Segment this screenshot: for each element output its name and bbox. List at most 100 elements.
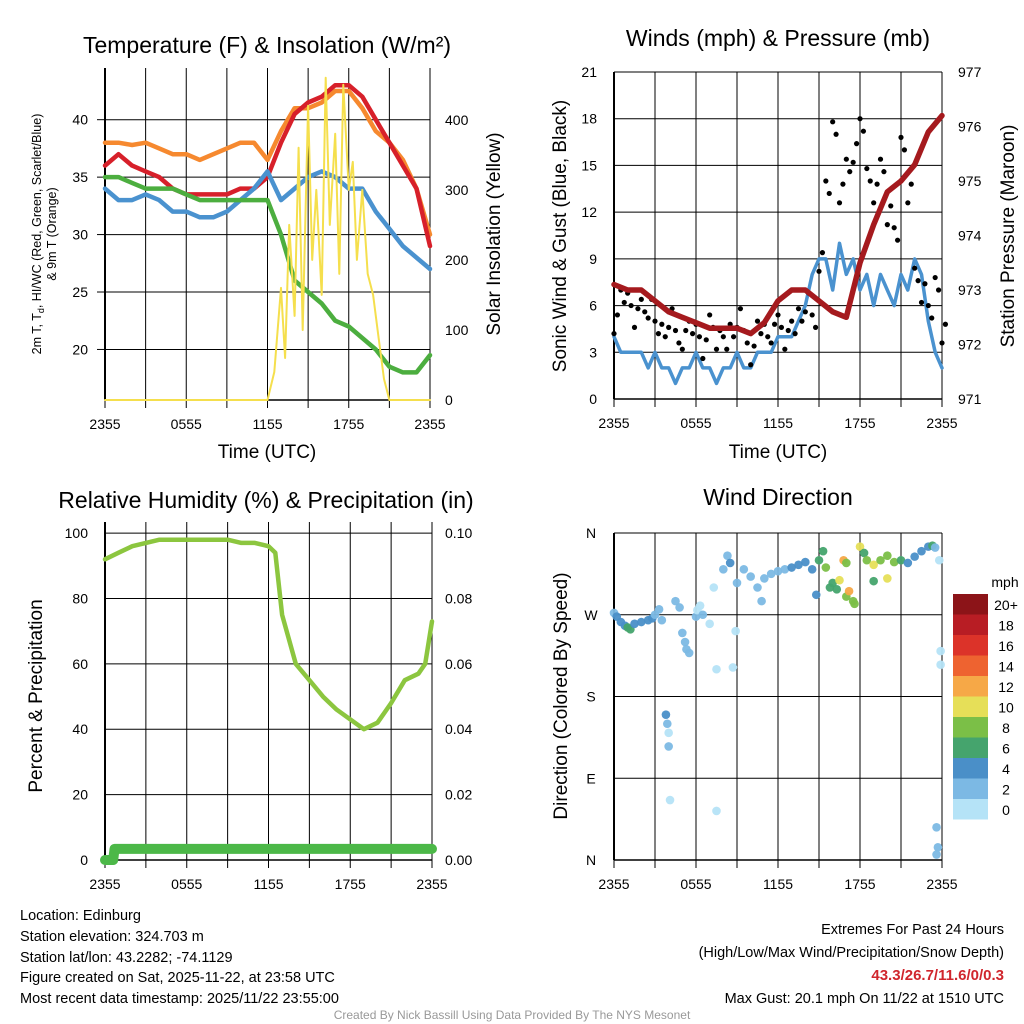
wind-direction-point bbox=[903, 558, 913, 568]
gust-point bbox=[939, 340, 945, 346]
gust-point bbox=[812, 324, 819, 330]
temperature-chart-title: Temperature (F) & Insolation (W/m²) bbox=[83, 32, 451, 58]
gust-point bbox=[720, 334, 726, 340]
gust-point bbox=[935, 287, 942, 293]
gust-point bbox=[689, 331, 696, 337]
wind-direction-point bbox=[661, 710, 671, 719]
gust-point bbox=[758, 331, 764, 337]
series-line-2m-t bbox=[102, 82, 433, 249]
gust-point bbox=[754, 318, 761, 324]
gust-point bbox=[611, 331, 617, 337]
pressure-y-tick-label: 977 bbox=[958, 64, 982, 80]
gust-point bbox=[724, 346, 730, 352]
extremes-subtitle: (High/Low/Max Wind/Precipitation/Snow De… bbox=[699, 945, 1004, 961]
colorbar-swatch bbox=[953, 655, 988, 676]
series-line-hi-wc bbox=[102, 169, 433, 272]
colorbar-swatch bbox=[953, 717, 988, 738]
colorbar-label: 16 bbox=[998, 638, 1014, 654]
pressure-y-tick-label: 975 bbox=[958, 173, 982, 189]
winds-x-tick-label: 2355 bbox=[926, 415, 957, 431]
gust-point bbox=[782, 346, 788, 352]
colorbar-swatch bbox=[953, 696, 988, 717]
gust-point bbox=[809, 312, 815, 318]
wind-direction-point bbox=[732, 578, 742, 588]
wind-direction-point bbox=[811, 590, 821, 600]
winds-x-tick-label: 1155 bbox=[763, 415, 793, 431]
colorbar-label: 18 bbox=[998, 618, 1014, 634]
humidity-y-label: Percent & Precipitation bbox=[26, 599, 47, 792]
wind-direction-point bbox=[731, 626, 740, 636]
gust-point bbox=[737, 306, 744, 312]
wind-direction-point bbox=[637, 617, 646, 627]
wind-direction-point bbox=[723, 551, 732, 561]
precip-y-tick-label: 0.00 bbox=[445, 852, 472, 868]
gust-point bbox=[843, 156, 849, 162]
wind-direction-point bbox=[850, 599, 859, 609]
colorbar-swatch bbox=[953, 635, 988, 656]
gust-point bbox=[771, 321, 778, 327]
gust-point bbox=[847, 169, 853, 175]
gust-point bbox=[918, 299, 925, 306]
credit-text: Created By Nick Bassill Using Data Provi… bbox=[334, 1008, 691, 1022]
gust-point bbox=[659, 321, 665, 327]
wind-direction-point bbox=[832, 585, 842, 594]
wind-direction-point bbox=[818, 546, 828, 556]
gust-point bbox=[751, 343, 757, 349]
extremes-values: 43.3/26.7/11.6/0/0.3 bbox=[871, 967, 1004, 984]
gust-point bbox=[860, 128, 867, 134]
wind-direction-point bbox=[657, 615, 667, 625]
wind-direction-point bbox=[794, 560, 803, 570]
precip-y-tick-label: 0.06 bbox=[445, 656, 472, 672]
wind-direction-point bbox=[876, 555, 885, 565]
series-line-9m-t bbox=[102, 88, 433, 237]
precip-y-tick-label: 0.10 bbox=[445, 525, 472, 541]
gust-point bbox=[635, 306, 641, 312]
wind-direction-point bbox=[757, 596, 766, 606]
gust-point bbox=[652, 318, 658, 324]
wind-direction-point bbox=[654, 605, 664, 614]
gust-point bbox=[676, 340, 682, 346]
winds-x-tick-label: 2355 bbox=[598, 415, 629, 431]
temp-y-tick-label: 40 bbox=[72, 112, 88, 128]
gust-point bbox=[836, 200, 843, 206]
direction-y-label: Direction (Colored By Speed) bbox=[551, 572, 572, 819]
wind-direction-point bbox=[862, 555, 872, 565]
rh-y-tick-label: 20 bbox=[72, 787, 88, 803]
temperature-y-label-line2: & 9m T (Orange) bbox=[45, 187, 59, 280]
temp-x-tick-label: 2355 bbox=[414, 416, 445, 432]
wind-direction-point bbox=[739, 565, 749, 574]
wind-direction-point bbox=[678, 628, 687, 638]
gust-point bbox=[819, 250, 826, 256]
rh-x-tick-label: 1155 bbox=[253, 876, 283, 892]
wind-direction-point bbox=[842, 558, 851, 568]
gust-point bbox=[683, 327, 689, 334]
wind-y-tick-label: 18 bbox=[581, 111, 597, 127]
wind-direction-point bbox=[807, 565, 817, 574]
precipitation-line bbox=[100, 843, 437, 865]
wind-y-tick-label: 15 bbox=[581, 157, 597, 173]
gust-point bbox=[744, 340, 750, 346]
wind-direction-chart-title: Wind Direction bbox=[703, 484, 853, 510]
gust-point bbox=[830, 119, 836, 125]
precip-y-tick-label: 0.08 bbox=[445, 590, 472, 606]
gust-point bbox=[874, 181, 880, 187]
direction-y-tick-label: W bbox=[584, 607, 598, 623]
gust-point bbox=[908, 181, 914, 187]
wind-direction-point bbox=[746, 572, 755, 581]
gust-point bbox=[915, 278, 921, 284]
gust-point bbox=[642, 309, 648, 315]
gust-point bbox=[898, 134, 904, 140]
wind-direction-point bbox=[869, 576, 878, 586]
extremes-title: Extremes For Past 24 Hours bbox=[821, 922, 1004, 938]
rh-y-tick-label: 60 bbox=[72, 656, 88, 672]
wind-direction-point bbox=[760, 574, 769, 583]
colorbar-label: 4 bbox=[1002, 761, 1010, 777]
gust-point bbox=[662, 334, 668, 340]
gust-point bbox=[778, 324, 785, 330]
gust-point bbox=[666, 324, 672, 330]
wind-direction-point bbox=[869, 560, 878, 570]
wind-direction-point bbox=[719, 565, 728, 574]
winds-x-label: Time (UTC) bbox=[729, 442, 828, 463]
gust-point bbox=[672, 327, 679, 334]
gust-point bbox=[894, 237, 901, 243]
